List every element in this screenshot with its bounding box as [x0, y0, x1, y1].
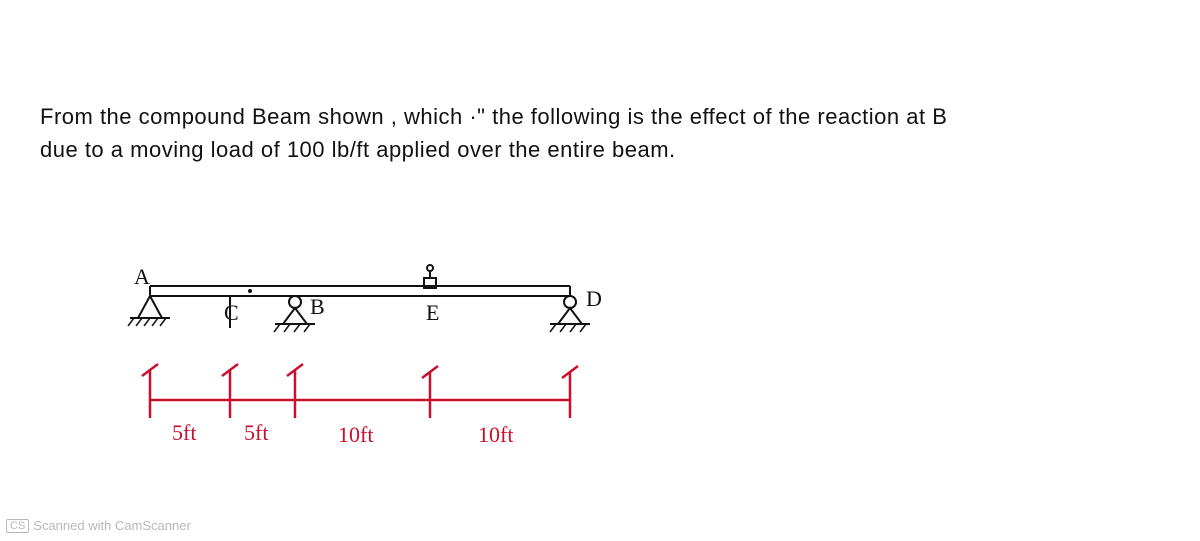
scanner-badge-text: Scanned with CamScanner	[33, 518, 191, 533]
problem-line-1: From the compound Beam shown , which ·" …	[40, 100, 1180, 133]
label-e: E	[426, 300, 439, 325]
beam-diagram: A C B E D	[120, 250, 640, 480]
problem-line-2: due to a moving load of 100 lb/ft applie…	[40, 133, 1180, 166]
label-a: A	[134, 264, 150, 289]
beam-svg: A C B E D	[120, 250, 640, 480]
tick-b	[287, 364, 303, 418]
scanner-badge-box: CS	[6, 519, 29, 533]
problem-statement: From the compound Beam shown , which ·" …	[40, 100, 1180, 166]
dimension-line	[142, 364, 578, 418]
tick-e	[422, 366, 438, 418]
tick-c	[222, 364, 238, 418]
internal-hinge-e	[424, 265, 436, 288]
dim-1: 5ft	[172, 420, 196, 445]
dim-3: 10ft	[338, 422, 373, 447]
label-c: C	[224, 300, 239, 325]
label-b: B	[310, 294, 325, 319]
tick-d	[562, 366, 578, 418]
tick-a	[142, 364, 158, 418]
dim-2: 5ft	[244, 420, 268, 445]
beam	[150, 286, 570, 296]
dim-4: 10ft	[478, 422, 513, 447]
scanner-watermark: CS Scanned with CamScanner	[6, 518, 191, 533]
label-d: D	[586, 286, 602, 311]
support-b-roller	[274, 296, 315, 332]
support-a-pin	[128, 296, 170, 326]
support-d-roller	[550, 296, 590, 332]
